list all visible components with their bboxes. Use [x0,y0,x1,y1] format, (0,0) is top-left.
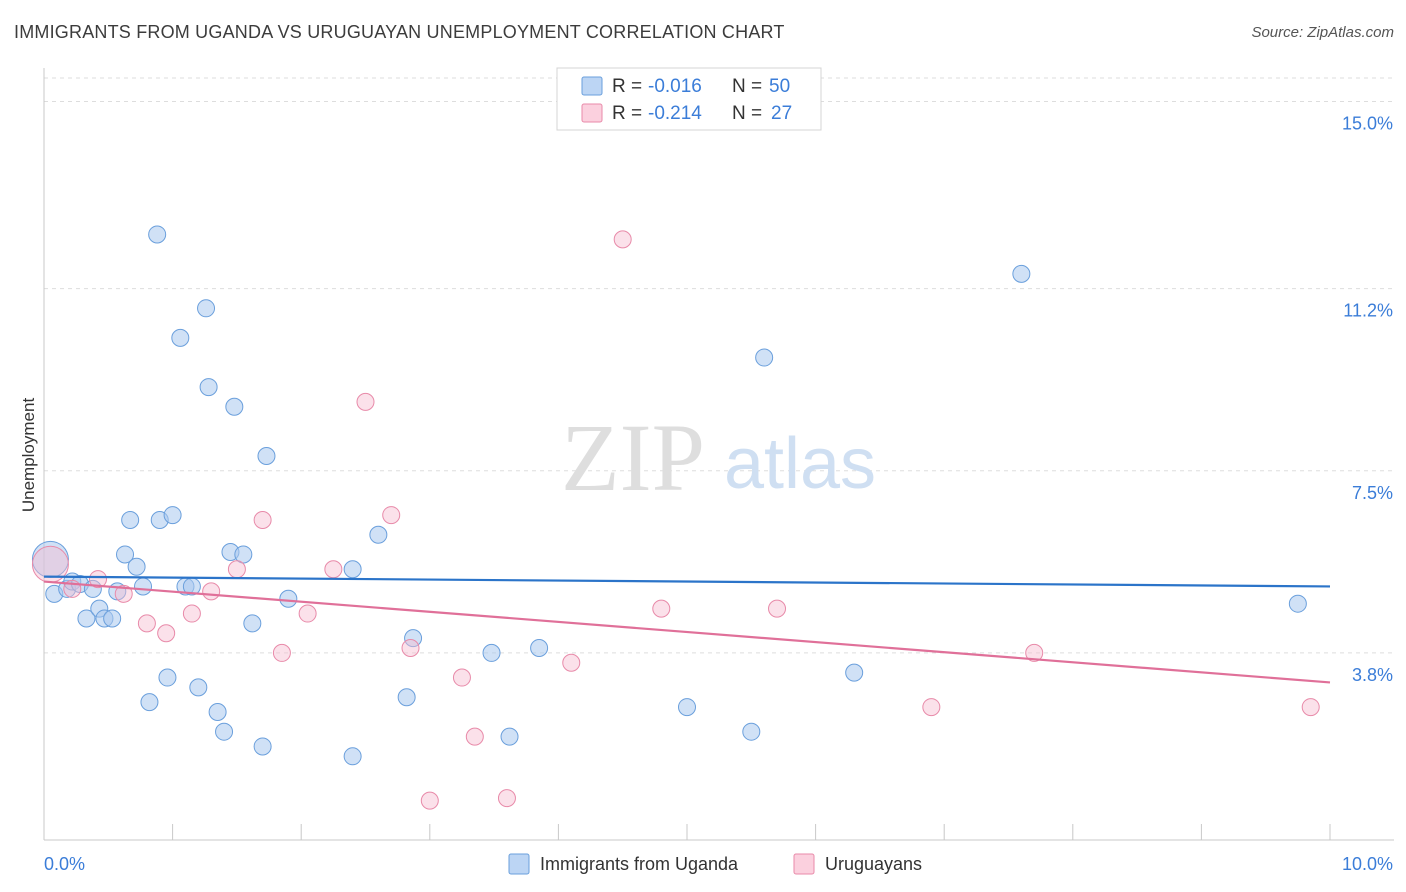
uganda-point-38 [397,688,416,707]
uganda-point-15 [140,693,159,712]
uruguayan-point-3 [114,584,133,603]
uruguayan-point-10 [272,643,291,662]
uganda-point-42 [530,639,549,657]
legend-bottom-swatch-blue [508,853,530,875]
trend-lines [43,575,1331,684]
correlation-legend: R = -0.016 N = 50 R = -0.214 N = 27 [556,67,822,131]
uruguayan-point-8 [227,560,246,579]
y-tick-label-0: 3.8% [1352,665,1393,685]
axes [43,68,1394,841]
uganda-point-20 [171,328,190,347]
uganda-point-18 [158,668,177,687]
uruguayan-point-6 [182,604,201,623]
uruguayan-point-9 [253,511,272,529]
uruguayan-point-4 [137,614,156,633]
y-tick-label-1: 7.5% [1352,483,1393,503]
uganda-point-27 [215,722,234,741]
uganda-point-26 [208,703,227,721]
legend-r-value-blue: -0.016 [648,76,702,97]
legend-bottom-label-pink: Uruguayans [825,854,922,874]
uruguayan-point-25 [1025,643,1044,662]
uganda-point-37 [369,525,388,544]
uganda-point-46 [845,663,864,682]
x-tick-label-1: 10.0% [1342,854,1393,874]
uganda-point-14 [134,577,153,596]
uganda-point-40 [482,643,501,662]
uganda-point-11 [116,545,135,564]
uganda-point-31 [243,614,262,633]
legend-swatch-blue [581,76,603,96]
uganda-point-24 [197,299,216,318]
legend-n-label-blue: N = [732,76,762,97]
uganda-point-33 [257,447,276,465]
uganda-point-45 [742,722,761,741]
legend-r-label-blue: R = [612,76,642,97]
uganda-point-34 [279,589,298,608]
uruguayan-point-2 [89,570,108,589]
source-label: Source: ZipAtlas.com [1251,24,1394,41]
uruguayan-point-15 [401,639,420,657]
uganda-point-16 [148,225,167,244]
y-tick-label-2: 11.2% [1343,301,1393,321]
uganda-point-13 [127,557,146,576]
uganda-point-35 [343,560,362,579]
uganda-point-12 [121,511,140,529]
uruguayan-point-13 [356,392,375,411]
data-points [31,225,1320,810]
uruguayan-point-23 [768,599,787,618]
uganda-point-43 [678,698,696,717]
legend-r-value-pink: -0.214 [648,103,702,124]
y-tick-label-3: 15.0% [1342,114,1393,134]
uganda-point-32 [253,737,272,756]
uganda-point-48 [1288,594,1307,613]
uruguayan-point-26 [1301,698,1320,717]
legend-n-value-blue: 50 [769,76,790,97]
uganda-point-19 [163,506,182,525]
uganda-point-25 [199,378,218,397]
uganda-trend-line [43,575,1331,588]
uruguayan-point-17 [452,668,471,687]
uruguayan-point-7 [202,582,221,601]
uganda-point-9 [103,609,122,628]
uruguayan-point-11 [298,604,317,623]
x-tick-label-0: 0.0% [44,854,85,874]
legend-swatch-pink [581,103,603,123]
uruguayan-point-24 [922,698,941,717]
watermark-atlas: atlas [724,424,876,504]
uruguayan-point-18 [465,727,484,746]
x-tick-labels: 0.0% 10.0% [44,854,1393,874]
uruguayan-point-19 [497,789,516,808]
uganda-point-41 [500,727,519,746]
uruguayan-point-21 [613,230,632,249]
legend-n-label-pink: N = [732,103,762,124]
series-legend: Immigrants from Uganda Uruguayans [508,853,922,875]
uruguayan-point-5 [157,624,176,643]
chart-title: IMMIGRANTS FROM UGANDA VS URUGUAYAN UNEM… [14,22,785,42]
uganda-point-47 [1012,264,1031,283]
legend-bottom-label-blue: Immigrants from Uganda [540,854,739,874]
watermark-zip: ZIP [561,404,705,511]
y-axis-label: Unemployment [19,398,38,513]
legend-n-value-pink: 27 [771,103,792,124]
uganda-point-23 [189,678,208,697]
uganda-point-5 [77,609,96,628]
uruguayan-point-16 [420,791,439,810]
uganda-point-29 [225,397,244,416]
uganda-point-36 [343,747,362,766]
y-tick-labels: 3.8% 7.5% 11.2% 15.0% [1342,114,1393,685]
gridlines [44,77,1394,654]
uruguayan-point-12 [324,560,343,579]
legend-r-label-pink: R = [612,103,642,124]
uruguayan-trend-line [43,580,1331,684]
uruguayan-point-22 [652,599,671,618]
uruguayan-point-14 [382,506,401,525]
uganda-point-44 [755,348,774,367]
legend-bottom-swatch-pink [793,853,815,875]
uruguayan-point-20 [562,653,581,672]
